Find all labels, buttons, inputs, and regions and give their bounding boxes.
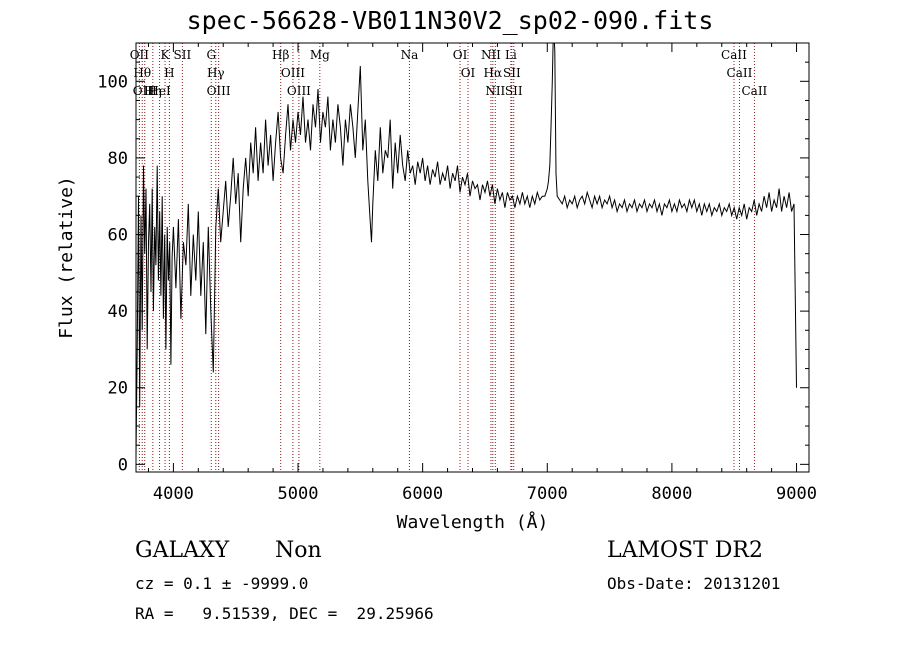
survey-name: LAMOST DR2 xyxy=(607,538,763,563)
line-marker-label-25: CaII xyxy=(727,66,753,80)
y-axis-label: Flux (relative) xyxy=(56,176,77,339)
line-marker-label-4: HeI xyxy=(148,84,171,98)
y-axis-ticks: 0 20 40 60 80 100 xyxy=(97,61,809,475)
line-marker-label-7: SII xyxy=(174,48,192,62)
line-marker-label-20: NII xyxy=(485,84,505,98)
line-marker-label-8: G xyxy=(206,48,216,62)
line-marker-label-23: SII xyxy=(505,84,523,98)
chart-title: spec-56628-VB011N30V2_sp02-090.fits xyxy=(186,6,714,35)
y-tick-label-3: 60 xyxy=(108,226,128,246)
y-tick-label-0: 0 xyxy=(118,455,128,475)
x-tick-label-3: 7000 xyxy=(527,484,568,504)
line-marker-label-16: OI xyxy=(453,48,468,62)
line-marker-label-9: Hγ xyxy=(207,66,225,80)
line-marker-label-6: H xyxy=(164,66,174,80)
x-tick-label-0: 4000 xyxy=(153,484,194,504)
ra-dec-line: RA = 9.51539, DEC = 29.25966 xyxy=(135,604,434,623)
plot-frame xyxy=(135,42,810,473)
line-marker-label-24: CaII xyxy=(721,48,747,62)
line-marker-label-12: OIII xyxy=(281,66,305,80)
line-marker-label-3: Hη xyxy=(144,84,162,98)
x-tick-label-2: 6000 xyxy=(402,484,443,504)
x-tick-label-5: 9000 xyxy=(776,484,817,504)
x-tick-label-4: 8000 xyxy=(651,484,692,504)
spectrum-line xyxy=(136,43,797,457)
line-marker-label-1: Hθ xyxy=(133,66,151,80)
line-marker-label-5: K xyxy=(161,48,171,62)
x-tick-label-1: 5000 xyxy=(278,484,319,504)
line-marker-label-13: OIII xyxy=(287,84,311,98)
line-marker-label-14: Mg xyxy=(310,48,330,62)
redshift-line: cz = 0.1 ± -9999.0 xyxy=(135,574,309,593)
object-class: GALAXY xyxy=(135,538,230,563)
line-marker-label-11: Hβ xyxy=(272,48,289,62)
y-tick-label-5: 100 xyxy=(97,72,128,92)
line-marker-label-22: SII xyxy=(503,66,521,80)
object-subclass: Non xyxy=(275,538,322,563)
line-marker-label-17: OI xyxy=(461,66,476,80)
line-marker-label-21: Li xyxy=(505,48,517,62)
obs-date-line: Obs-Date: 20131201 xyxy=(607,574,781,593)
y-tick-label-4: 80 xyxy=(108,149,128,169)
line-marker-label-26: CaII xyxy=(741,84,767,98)
line-marker-label-10: OIII xyxy=(207,84,231,98)
y-tick-label-2: 40 xyxy=(108,302,128,322)
line-marker-label-18: NII xyxy=(481,48,501,62)
y-tick-label-1: 20 xyxy=(108,379,128,399)
x-axis-ticks: 4000 5000 6000 7000 8000 9000 xyxy=(147,43,817,504)
line-marker-label-15: Na xyxy=(401,48,419,62)
line-markers-group xyxy=(138,43,755,472)
line-marker-label-19: Hα xyxy=(484,66,503,80)
line-marker-label-0: OII xyxy=(130,48,150,62)
x-axis-label: Wavelength (Å) xyxy=(397,511,549,533)
line-marker-label-2: OIII xyxy=(133,84,157,98)
